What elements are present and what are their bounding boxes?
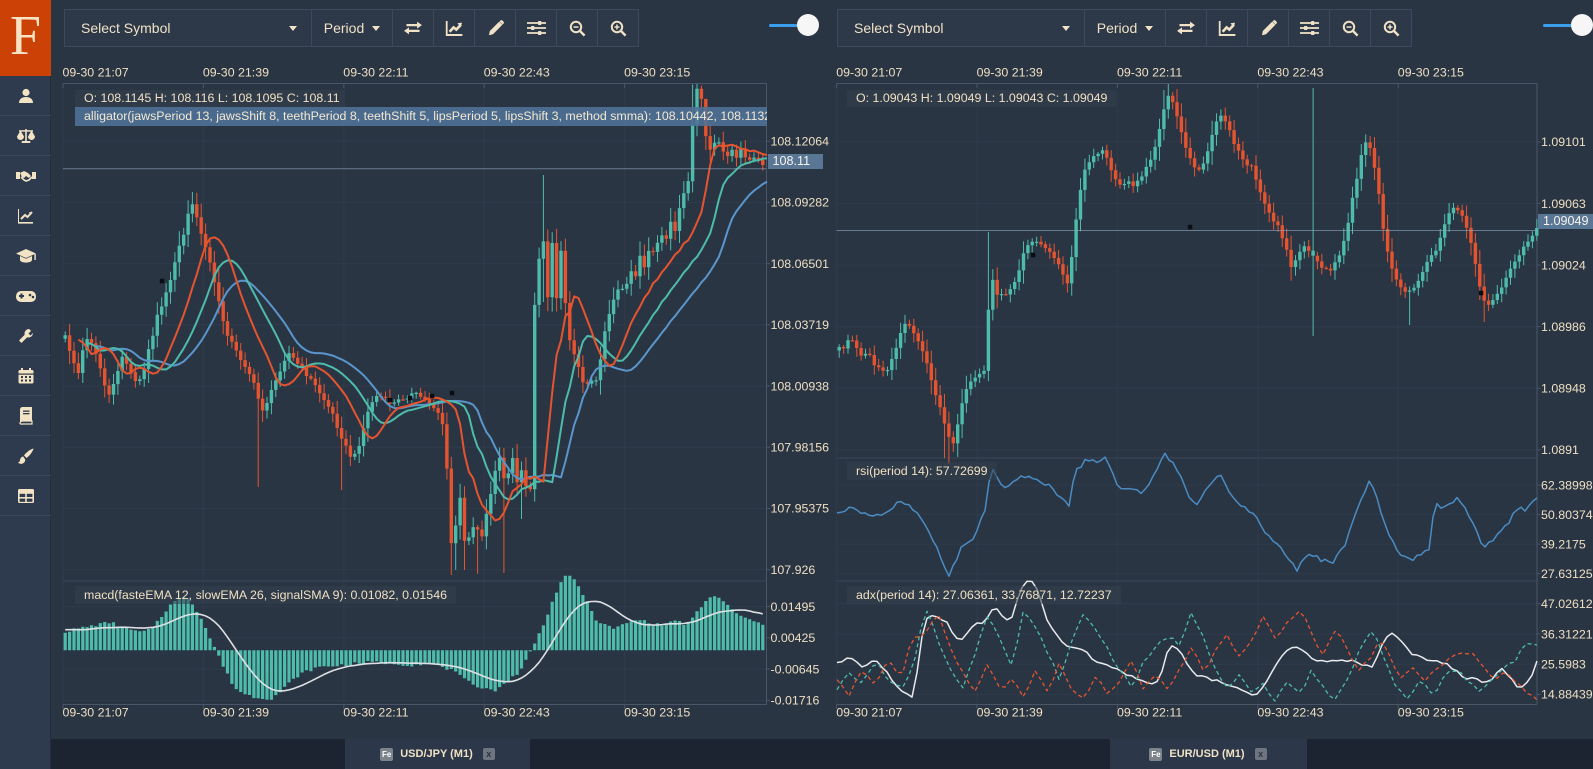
svg-text:09-30 22:11: 09-30 22:11 [1117,706,1182,720]
svg-text:-0.00645: -0.00645 [771,662,820,676]
svg-text:107.926: 107.926 [771,563,816,577]
svg-text:09-30 23:15: 09-30 23:15 [1398,66,1464,80]
svg-text:09-30 22:43: 09-30 22:43 [1257,66,1323,80]
svg-text:-0.01716: -0.01716 [771,694,820,708]
svg-text:108.03719: 108.03719 [771,318,830,332]
svg-text:1.09063: 1.09063 [1541,197,1586,211]
svg-text:108.00938: 108.00938 [771,379,830,393]
svg-text:09-30 21:07: 09-30 21:07 [63,66,129,80]
svg-text:0.00425: 0.00425 [771,631,816,645]
svg-text:09-30 21:39: 09-30 21:39 [203,706,269,720]
svg-text:1.08986: 1.08986 [1541,320,1586,334]
svg-text:09-30 23:15: 09-30 23:15 [624,66,690,80]
svg-text:09-30 21:39: 09-30 21:39 [977,706,1043,720]
svg-text:25.5983: 25.5983 [1541,658,1586,672]
svg-text:50.80374: 50.80374 [1541,508,1593,522]
svg-text:47.02612: 47.02612 [1541,597,1593,611]
svg-text:107.98156: 107.98156 [771,441,830,455]
svg-text:1.08948: 1.08948 [1541,382,1586,396]
svg-text:0.01495: 0.01495 [771,600,816,614]
svg-text:1.09024: 1.09024 [1541,258,1586,272]
svg-text:1.09101: 1.09101 [1541,135,1586,149]
svg-text:09-30 21:07: 09-30 21:07 [836,706,902,720]
svg-text:09-30 21:39: 09-30 21:39 [977,66,1043,80]
svg-text:09-30 22:43: 09-30 22:43 [484,706,550,720]
svg-text:09-30 23:15: 09-30 23:15 [624,706,690,720]
svg-text:107.95375: 107.95375 [771,502,830,516]
svg-text:09-30 21:07: 09-30 21:07 [63,706,129,720]
svg-text:09-30 23:15: 09-30 23:15 [1398,706,1464,720]
svg-text:09-30 22:43: 09-30 22:43 [1257,706,1323,720]
svg-text:108.09282: 108.09282 [771,196,830,210]
svg-text:09-30 22:11: 09-30 22:11 [1117,66,1182,80]
svg-text:14.88439: 14.88439 [1541,688,1593,702]
svg-text:39.2175: 39.2175 [1541,537,1586,551]
svg-text:09-30 22:11: 09-30 22:11 [343,706,408,720]
svg-text:62.38998: 62.38998 [1541,478,1593,492]
svg-text:108.12064: 108.12064 [771,135,830,149]
svg-text:27.63125: 27.63125 [1541,567,1593,581]
svg-text:108.06501: 108.06501 [771,257,830,271]
svg-text:36.31221: 36.31221 [1541,627,1593,641]
svg-text:09-30 22:11: 09-30 22:11 [343,66,408,80]
svg-text:09-30 21:39: 09-30 21:39 [203,66,269,80]
svg-text:09-30 22:43: 09-30 22:43 [484,66,550,80]
svg-text:09-30 21:07: 09-30 21:07 [836,66,902,80]
svg-text:1.0891: 1.0891 [1541,443,1579,457]
